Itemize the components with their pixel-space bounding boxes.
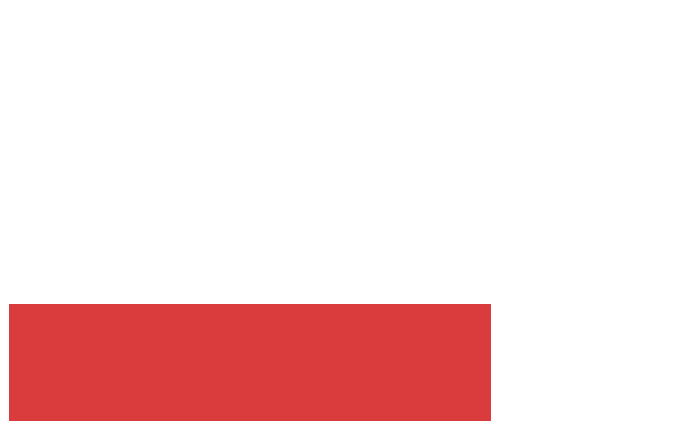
red-banner-block <box>9 304 491 421</box>
